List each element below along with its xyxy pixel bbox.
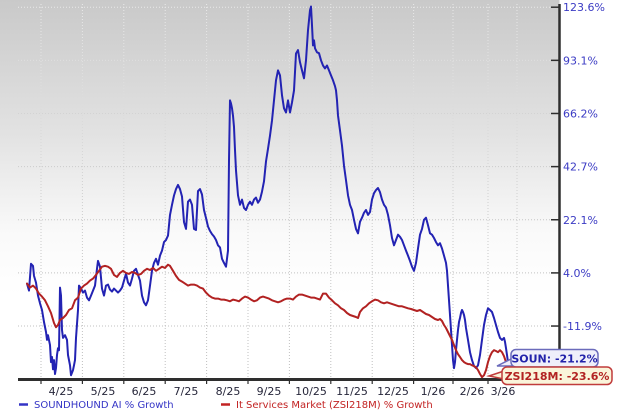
x-tick-label: 11/25 (336, 385, 368, 398)
x-tick-label: 10/25 (295, 385, 327, 398)
x-tick-label: 7/25 (174, 385, 199, 398)
y-tick-label: 4.0% (563, 267, 591, 280)
grid-layer (18, 4, 559, 379)
x-tick-label: 5/25 (91, 385, 116, 398)
y-tick-label: -11.9% (563, 320, 602, 333)
legend-label-itservices: It Services Market (ZSI218M) % Growth (236, 400, 433, 411)
y-tick-label: 22.1% (563, 214, 598, 227)
zsi218m-badge-label: ZSI218M: -23.6% (505, 370, 610, 383)
x-tick-label: 8/25 (216, 385, 241, 398)
series-line-zsi218m (26, 263, 513, 379)
y-tick-label: 93.1% (563, 54, 598, 67)
y-tick-label: 66.2% (563, 107, 598, 120)
plot-area (0, 0, 560, 380)
series-layer (26, 5, 513, 379)
x-tick-label: 9/25 (257, 385, 282, 398)
zsi218m-badge-box (501, 366, 613, 386)
x-tick-label: 2/26 (460, 385, 485, 398)
y-tick-label: 42.7% (563, 161, 598, 174)
y-axis-ticks: 123.6% 93.1% 66.2% 42.7% 22.1% 4.0% -11.9% (551, 1, 605, 333)
x-tick-label: 6/25 (132, 385, 157, 398)
soun-badge-label: SOUN: -21.2% (511, 353, 597, 366)
x-tick-label: 12/25 (377, 385, 409, 398)
x-tick-label: 4/25 (49, 385, 74, 398)
y-tick-label: 123.6% (563, 1, 605, 14)
zsi218m-value-badge: ZSI218M: -23.6% (486, 366, 613, 386)
legend: SOUNDHOUND AI % Growth It Services Marke… (19, 400, 433, 411)
x-axis-ticks: 4/25 5/25 6/25 7/25 8/25 9/25 10/25 11/25 12/25 1… (40, 379, 518, 398)
soun-value-badge: SOUN: -21.2% (496, 348, 599, 368)
x-tick-label: 3/26 (491, 385, 516, 398)
x-tick-label: 1/26 (421, 385, 446, 398)
legend-label-soundhound: SOUNDHOUND AI % Growth (34, 400, 174, 411)
